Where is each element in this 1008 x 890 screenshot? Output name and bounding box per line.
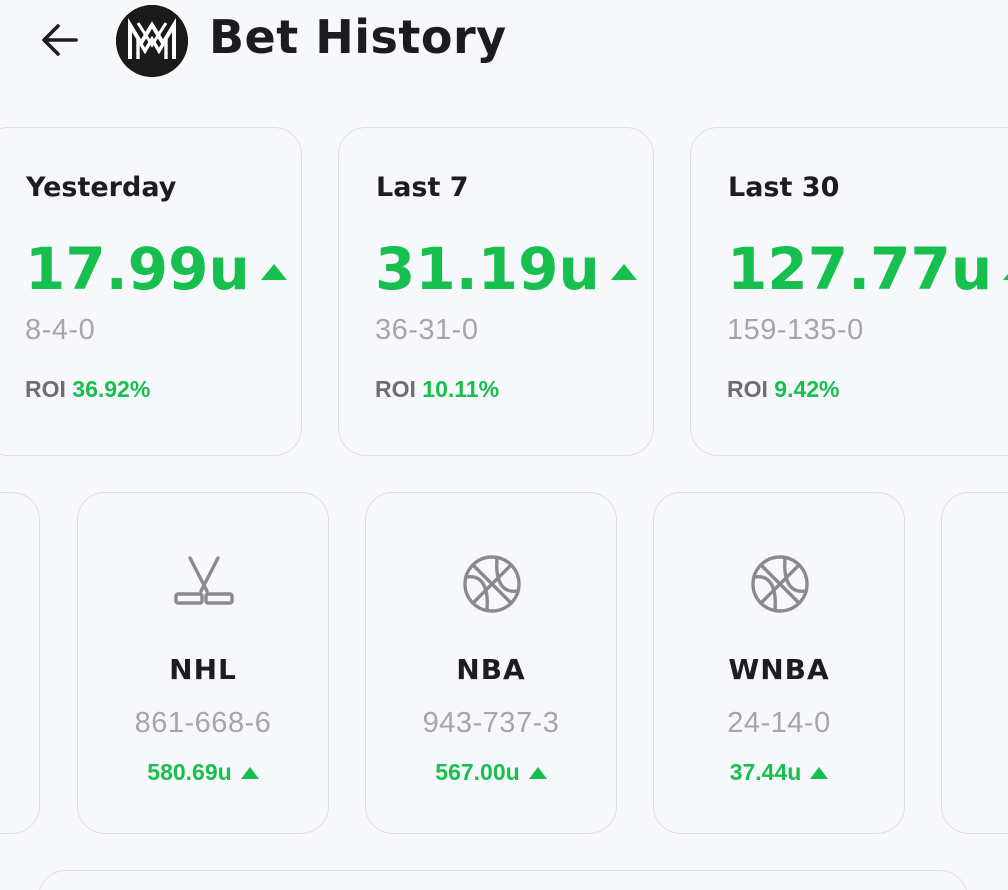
league-units: 567.00u: [366, 759, 616, 786]
roi-label: ROI: [375, 376, 416, 402]
bottom-card-partial[interactable]: [38, 870, 968, 890]
summary-units: 31.19u: [375, 235, 600, 303]
summary-label: Last 7: [376, 172, 469, 203]
basketball-icon: [463, 555, 521, 613]
league-units-value: 567.00u: [435, 759, 520, 785]
back-button[interactable]: [34, 14, 86, 66]
summary-card-yesterday[interactable]: Yesterday 17.99u 8-4-0 ROI 36.92%: [0, 127, 302, 456]
trend-up-icon: [810, 766, 829, 779]
summary-roi: ROI 36.92%: [25, 376, 150, 403]
league-card-partial-left[interactable]: [0, 492, 40, 834]
mm-logo-icon: [116, 5, 188, 77]
summary-label: Yesterday: [26, 172, 177, 203]
league-name: NHL: [169, 653, 237, 686]
league-units-value: 580.69u: [147, 759, 232, 785]
league-record: 861-668-6: [134, 707, 272, 739]
trend-up-icon: [610, 264, 637, 280]
summary-roi: ROI 9.42%: [727, 376, 840, 403]
roi-value: 9.42%: [774, 376, 840, 402]
summary-value: 127.77u: [727, 233, 1008, 305]
summary-card-last-30[interactable]: Last 30 127.77u 159-135-0 ROI 9.42%: [690, 127, 1008, 456]
trend-up-icon: [260, 264, 287, 280]
hockey-sticks-icon: [174, 556, 234, 605]
page-title: Bet History: [209, 10, 507, 64]
league-card-nhl[interactable]: NHL 861-668-6 580.69u: [77, 492, 329, 834]
league-card-wnba[interactable]: WNBA 24-14-0 37.44u: [653, 492, 905, 834]
summary-units: 127.77u: [727, 235, 993, 303]
header: Bet History: [0, 0, 1008, 80]
league-record: 24-14-0: [727, 707, 831, 739]
league-units: 37.44u: [654, 759, 904, 786]
summary-record: 159-135-0: [727, 314, 864, 346]
trend-up-icon: [240, 766, 259, 779]
league-record: 943-737-3: [422, 707, 560, 739]
league-card-nba[interactable]: NBA 943-737-3 567.00u: [365, 492, 617, 834]
summary-value: 17.99u: [25, 233, 288, 305]
league-card-partial-right[interactable]: [941, 492, 1008, 834]
summary-units: 17.99u: [25, 235, 250, 303]
summary-roi: ROI 10.11%: [375, 376, 499, 403]
summary-record: 8-4-0: [25, 314, 96, 346]
summary-label: Last 30: [728, 172, 840, 203]
league-units: 580.69u: [78, 759, 328, 786]
roi-value: 10.11%: [422, 376, 500, 402]
summary-record: 36-31-0: [375, 314, 479, 346]
roi-label: ROI: [25, 376, 66, 402]
arrow-left-icon: [42, 24, 78, 56]
league-name: NBA: [456, 653, 526, 686]
roi-value: 36.92%: [72, 376, 151, 402]
league-name: WNBA: [728, 653, 830, 686]
league-units-value: 37.44u: [729, 759, 802, 785]
trend-up-icon: [1003, 273, 1008, 280]
summary-card-last-7[interactable]: Last 7 31.19u 36-31-0 ROI 10.11%: [338, 127, 654, 456]
roi-label: ROI: [727, 376, 768, 402]
basketball-icon: [751, 555, 809, 613]
trend-up-icon: [528, 766, 547, 779]
summary-value: 31.19u: [375, 233, 638, 305]
